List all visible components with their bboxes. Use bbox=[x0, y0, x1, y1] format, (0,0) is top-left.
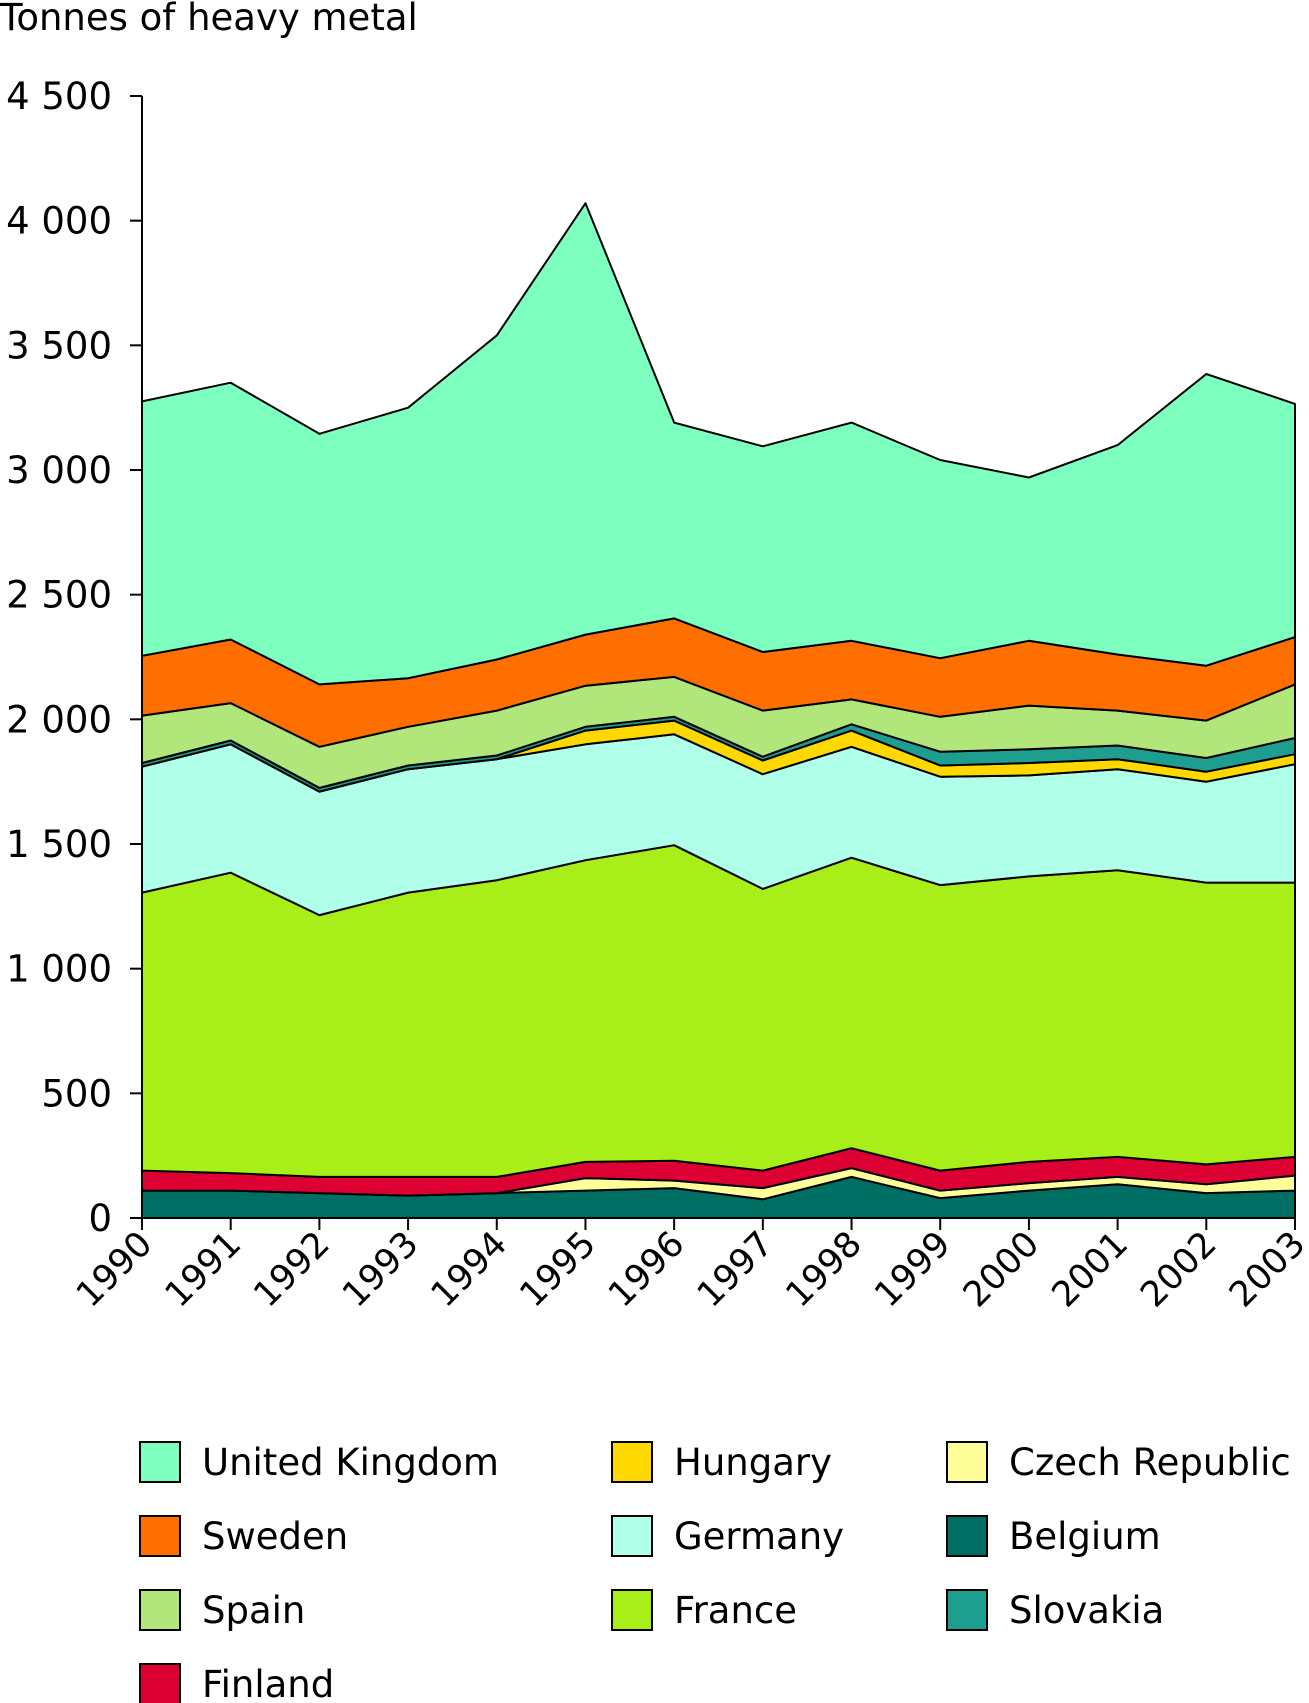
legend-label: Slovakia bbox=[1009, 1589, 1164, 1632]
legend-swatch bbox=[139, 1515, 181, 1557]
legend-label: Spain bbox=[202, 1589, 305, 1632]
x-tick-label: 1990 bbox=[69, 1224, 160, 1315]
x-tick-label: 2002 bbox=[1133, 1224, 1224, 1315]
legend-label: Belgium bbox=[1009, 1515, 1161, 1558]
area-series-group bbox=[141, 202, 1296, 1219]
legend-item-slovakia: Slovakia bbox=[946, 1589, 1164, 1632]
legend-swatch bbox=[946, 1441, 988, 1483]
legend-item-united-kingdom: United Kingdom bbox=[139, 1441, 499, 1484]
legend-item-sweden: Sweden bbox=[139, 1515, 348, 1558]
y-tick-label: 500 bbox=[41, 1072, 112, 1115]
legend-item-hungary: Hungary bbox=[611, 1441, 832, 1484]
y-axis-title: Tonnes of heavy metal bbox=[0, 0, 418, 39]
legend-swatch bbox=[611, 1589, 653, 1631]
legend-item-france: France bbox=[611, 1589, 797, 1632]
legend-label: Finland bbox=[202, 1663, 334, 1703]
y-tick-label: 1 500 bbox=[6, 823, 112, 866]
x-tick-label: 1993 bbox=[335, 1224, 426, 1315]
y-tick-label: 3 500 bbox=[6, 324, 112, 367]
y-tick-label: 2 000 bbox=[6, 698, 112, 741]
legend-item-germany: Germany bbox=[611, 1515, 844, 1558]
legend: United Kingdom Hungary Czech Republic Swede… bbox=[139, 1441, 1291, 1703]
y-tick-label: 4 000 bbox=[6, 200, 112, 243]
legend-swatch bbox=[946, 1515, 988, 1557]
legend-item-spain: Spain bbox=[139, 1589, 305, 1632]
legend-swatch bbox=[946, 1589, 988, 1631]
x-tick-label: 1991 bbox=[158, 1224, 249, 1315]
area-united-kingdom bbox=[141, 202, 1296, 686]
legend-label: Hungary bbox=[674, 1441, 832, 1484]
x-tick-label: 1997 bbox=[690, 1224, 781, 1315]
legend-swatch bbox=[139, 1663, 181, 1703]
x-tick-label: 1994 bbox=[424, 1224, 515, 1315]
legend-swatch bbox=[139, 1441, 181, 1483]
x-tick-label: 2000 bbox=[956, 1224, 1047, 1315]
x-tick-label: 2003 bbox=[1222, 1224, 1309, 1315]
x-tick-label: 2001 bbox=[1045, 1224, 1136, 1315]
x-tick-label: 1995 bbox=[513, 1224, 604, 1315]
legend-label: Sweden bbox=[202, 1515, 348, 1558]
legend-swatch bbox=[611, 1441, 653, 1483]
legend-label: France bbox=[674, 1589, 797, 1632]
y-tick-label: 1 000 bbox=[6, 948, 112, 991]
legend-item-finland: Finland bbox=[139, 1663, 334, 1703]
legend-label: Germany bbox=[674, 1515, 844, 1558]
legend-item-czech-republic: Czech Republic bbox=[946, 1441, 1291, 1484]
x-tick-label: 1999 bbox=[867, 1224, 958, 1315]
legend-item-belgium: Belgium bbox=[946, 1515, 1161, 1558]
y-tick-label: 3 000 bbox=[6, 449, 112, 492]
x-tick-label: 1992 bbox=[246, 1224, 337, 1315]
legend-label: Czech Republic bbox=[1009, 1441, 1291, 1484]
y-tick-label: 4 500 bbox=[6, 75, 112, 118]
legend-label: United Kingdom bbox=[202, 1441, 499, 1484]
y-tick-label: 0 bbox=[88, 1197, 112, 1240]
legend-swatch bbox=[611, 1515, 653, 1557]
x-tick-label: 1998 bbox=[779, 1224, 870, 1315]
legend-swatch bbox=[139, 1589, 181, 1631]
y-tick-label: 2 500 bbox=[6, 574, 112, 617]
x-tick-label: 1996 bbox=[601, 1224, 692, 1315]
